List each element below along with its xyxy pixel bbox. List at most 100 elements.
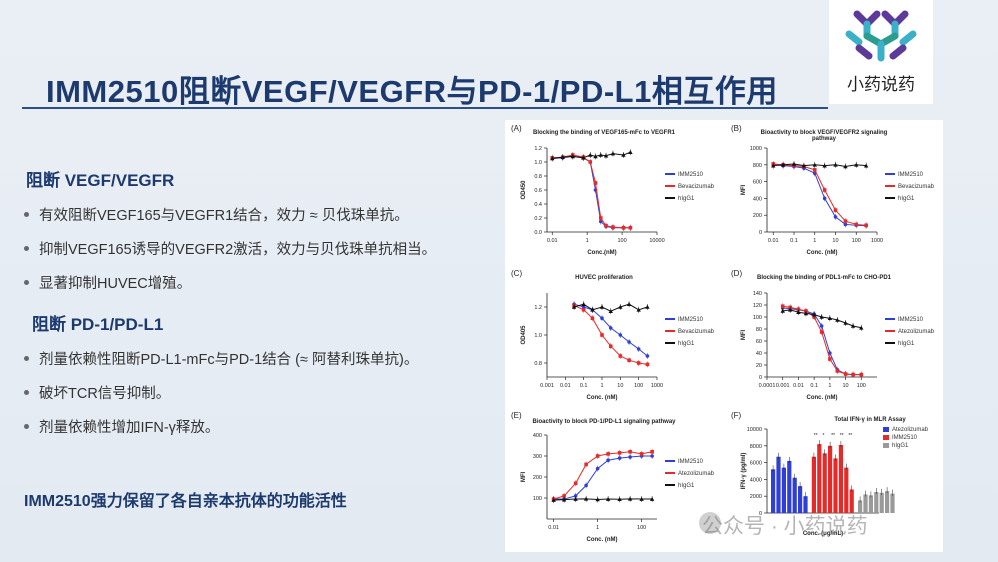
data-point [618, 304, 623, 309]
bar [792, 477, 797, 513]
legend-label: hIgG1 [898, 196, 915, 202]
data-point [590, 307, 595, 312]
y-tick-label: 400 [533, 433, 542, 439]
data-point [561, 497, 567, 502]
bar [863, 494, 868, 513]
data-point [593, 181, 598, 185]
data-point [833, 162, 838, 167]
x-tick-label: 0.001 [776, 383, 790, 389]
bar [838, 444, 843, 513]
chart-panel: (F) Total IFN-γ in MLR Assay 0 2000 4000 6000… [725, 407, 943, 552]
legend-swatch [665, 472, 675, 475]
legend-label: hIgG1 [678, 341, 695, 347]
data-point [819, 330, 824, 334]
series-line [773, 163, 867, 167]
data-point [604, 223, 608, 228]
bar [771, 469, 776, 513]
legend-label: Bevacizumab [678, 329, 715, 335]
bullet-dot [24, 423, 29, 429]
y-tick-label: 800 [753, 163, 762, 169]
series-line [552, 154, 631, 229]
legend-swatch [885, 197, 895, 200]
data-point [599, 304, 605, 309]
data-point [843, 320, 848, 325]
y-tick-label: 8000 [750, 444, 762, 450]
y-tick-label: 80 [756, 327, 762, 333]
bar [858, 500, 863, 513]
x-tick-label: 0.1 [580, 383, 588, 389]
y-tick-label: 0.6 [534, 188, 542, 194]
bullet-item: 抑制VEGF165诱导的VEGFR2激活，效力与贝伐珠单抗相当。 [24, 238, 436, 259]
legend-swatch [665, 173, 675, 176]
data-point [595, 466, 600, 471]
data-point [626, 302, 632, 306]
y-tick-label: 2000 [750, 494, 762, 500]
data-point [863, 163, 869, 168]
legend-item: hIgG1 [665, 196, 694, 202]
section-heading-pd1: 阻断 PD-1/PD-L1 [32, 315, 164, 334]
y-tick-label: 0.0 [534, 230, 542, 236]
data-point [812, 168, 817, 172]
wechat-icon [699, 512, 721, 534]
data-point [645, 304, 650, 309]
logo: 小药说药 [829, 0, 933, 104]
data-point [562, 494, 566, 498]
data-point [618, 333, 623, 337]
panel-label: (E) [511, 411, 522, 420]
data-point [636, 361, 641, 365]
data-point [598, 216, 603, 220]
panel-label: (F) [731, 411, 742, 420]
data-point [581, 155, 586, 160]
legend-item: IMM2510 [665, 459, 703, 465]
data-point [828, 351, 832, 355]
legend-label: hIgG1 [892, 443, 909, 450]
data-point [621, 152, 626, 157]
data-point [771, 163, 776, 168]
legend-item: IMM2510 [665, 172, 703, 178]
data-point [595, 454, 600, 458]
data-point [608, 326, 613, 330]
y-axis-label: IFN-γ (pg/ml) [741, 453, 747, 490]
legend-item: hIgG1 [883, 443, 908, 449]
data-point [819, 324, 824, 328]
data-point [551, 497, 556, 502]
significance-mark: ** [814, 433, 818, 439]
legend-item: Bevacizumab [665, 329, 714, 335]
y-tick-label: 1.2 [534, 305, 542, 311]
series-line [573, 305, 648, 365]
data-point [603, 153, 609, 158]
chart-panel: (A) Blocking the binding of VEGF165-mFc t… [505, 120, 723, 265]
bar [817, 444, 822, 513]
data-point [822, 196, 827, 201]
y-tick-label: 600 [753, 180, 762, 186]
x-tick-label: 10000 [649, 238, 664, 244]
bullet-dot [24, 211, 29, 217]
legend-item: Bevacizumab [665, 184, 714, 190]
data-point [801, 163, 807, 168]
x-axis-label: Conc. (nM) [807, 395, 838, 401]
data-point [598, 219, 603, 224]
bullet-text: 破坏TCR信号抑制。 [39, 386, 171, 402]
legend-swatch [665, 318, 675, 321]
bullet-text: 剂量依赖性增加IFN-γ释放。 [39, 420, 220, 436]
data-point [854, 222, 859, 227]
data-point [827, 316, 833, 320]
significance-mark: ** [831, 433, 835, 439]
x-tick-label: 10 [843, 383, 849, 389]
legend-swatch [665, 197, 675, 200]
legend-item: IMM2510 [885, 172, 923, 178]
legend-item: IMM2510 [885, 317, 923, 323]
data-point [581, 308, 586, 312]
figure-panel: (A) Blocking the binding of VEGF165-mFc t… [505, 120, 943, 552]
legend-label: IMM2510 [898, 172, 924, 178]
data-point [617, 497, 622, 502]
data-point [854, 162, 859, 167]
legend-swatch [665, 460, 675, 463]
molecule-logo-icon [845, 10, 917, 62]
legend-label: Atezolizumab [892, 427, 929, 434]
data-point [819, 314, 824, 319]
y-tick-label: 60 [756, 339, 762, 345]
legend-swatch [885, 342, 895, 345]
data-point [605, 496, 611, 501]
x-tick-label: 10 [832, 238, 838, 244]
